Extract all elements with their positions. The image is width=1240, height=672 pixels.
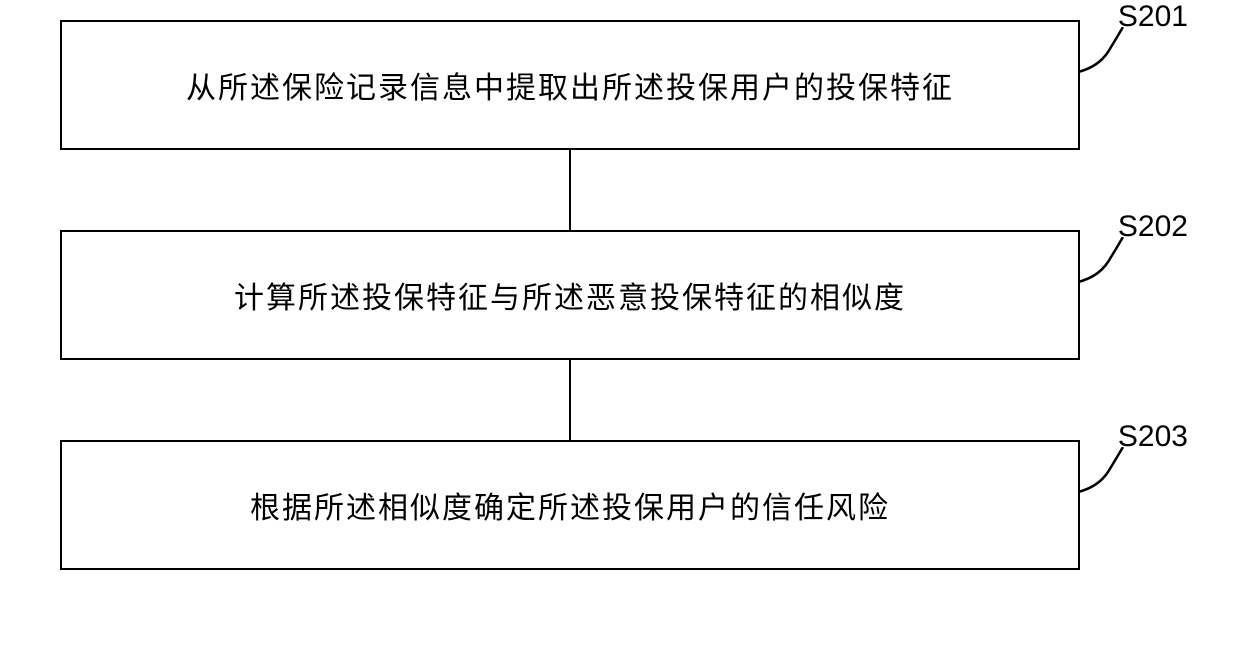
connector-2-3 <box>569 360 571 440</box>
step-3-label: S203 <box>1118 420 1188 454</box>
step-1-connector-curve <box>1078 27 1128 77</box>
step-1-label: S201 <box>1118 0 1188 34</box>
connector-1-2 <box>569 150 571 230</box>
step-1-text: 从所述保险记录信息中提取出所述投保用户的投保特征 <box>186 63 954 107</box>
step-2-label: S202 <box>1118 210 1188 244</box>
flowchart-container: 从所述保险记录信息中提取出所述投保用户的投保特征 S201 计算所述投保特征与所… <box>60 20 1180 570</box>
flow-step-1: 从所述保险记录信息中提取出所述投保用户的投保特征 S201 <box>60 20 1080 150</box>
step-3-text: 根据所述相似度确定所述投保用户的信任风险 <box>250 483 890 527</box>
step-2-connector-curve <box>1078 237 1128 287</box>
flow-step-3: 根据所述相似度确定所述投保用户的信任风险 S203 <box>60 440 1080 570</box>
flow-step-2: 计算所述投保特征与所述恶意投保特征的相似度 S202 <box>60 230 1080 360</box>
step-3-connector-curve <box>1078 447 1128 497</box>
step-2-text: 计算所述投保特征与所述恶意投保特征的相似度 <box>234 273 906 317</box>
